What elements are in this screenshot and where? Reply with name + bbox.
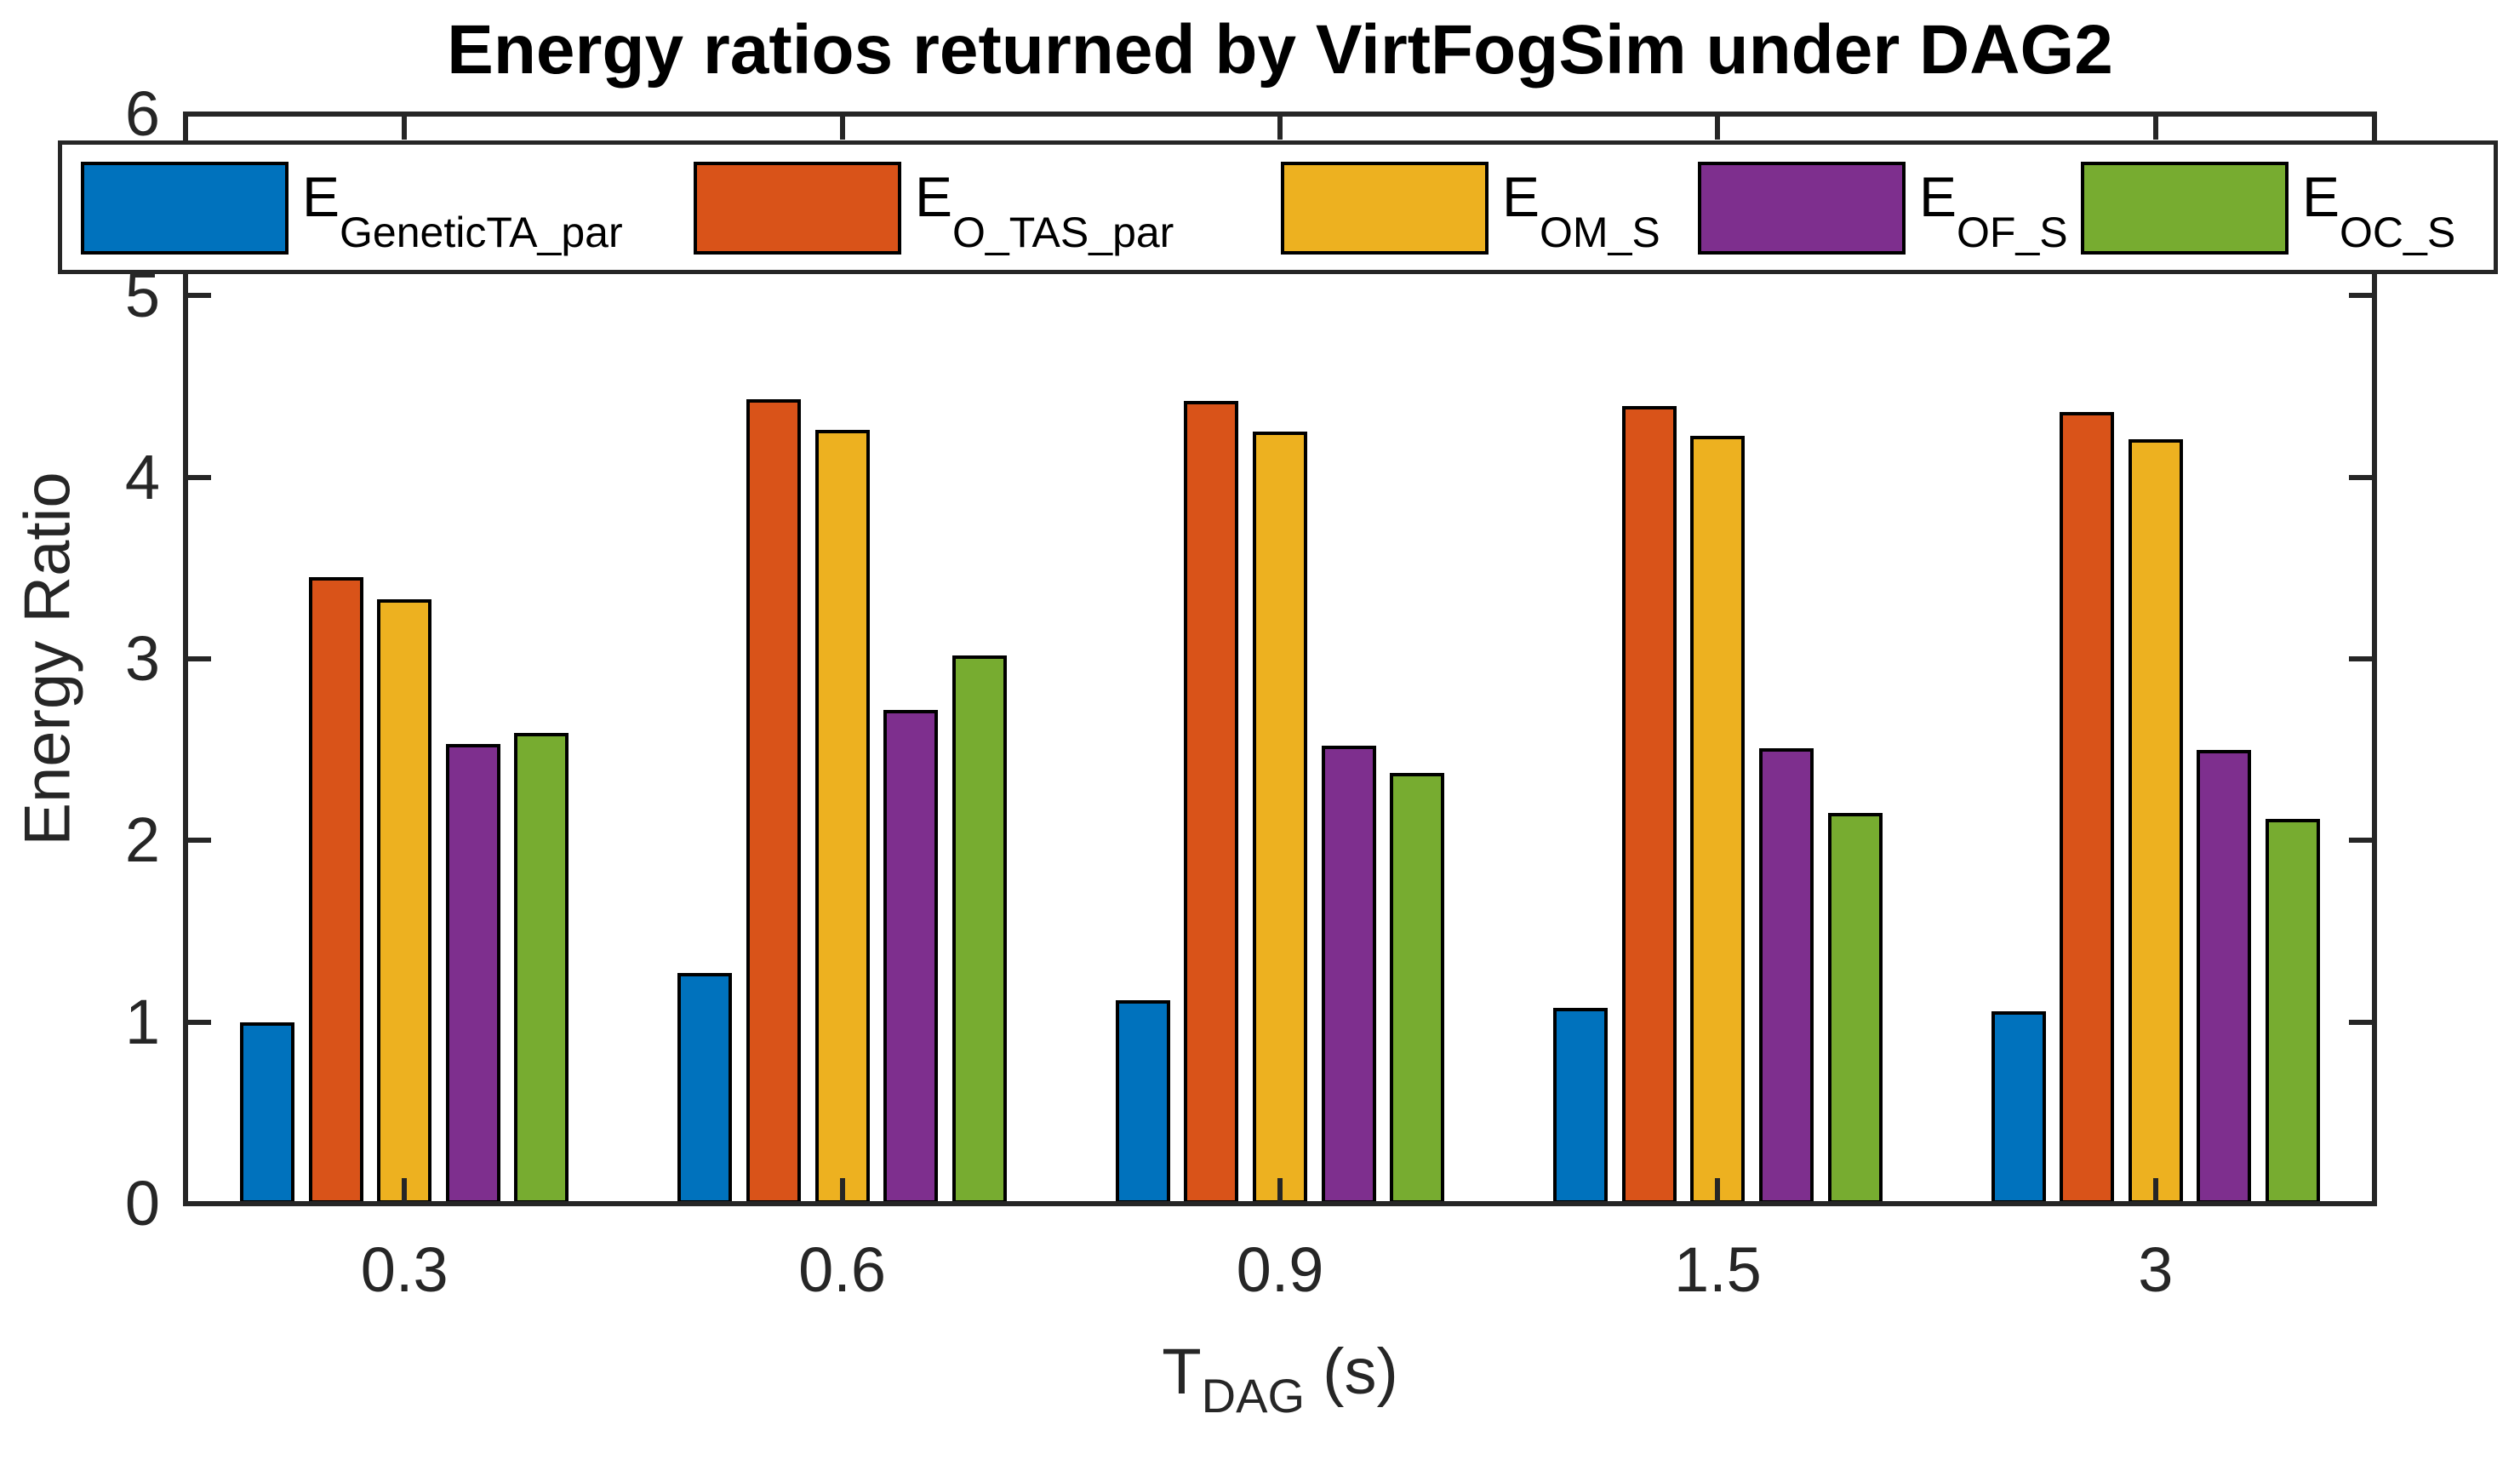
y-tick-label-4: 4 bbox=[124, 441, 160, 512]
bar-E_OM_S-0.9 bbox=[1253, 432, 1307, 1204]
y-tick-right-4 bbox=[2349, 474, 2374, 480]
legend-label-E_OM_S: EOM_S bbox=[1502, 165, 1660, 256]
bar-E_OM_S-0.3 bbox=[377, 598, 432, 1204]
bar-E_O_TAS_par-1.5 bbox=[1621, 406, 1677, 1204]
bar-E_O_TAS_par-3 bbox=[2060, 411, 2115, 1204]
x-tick-bottom-1.5 bbox=[1715, 1178, 1721, 1204]
x-tick-top-3 bbox=[2152, 114, 2158, 140]
legend-label-E_GeneticTA_par: EGeneticTA_par bbox=[302, 165, 623, 256]
y-tick-label-0: 0 bbox=[124, 1168, 160, 1239]
bar-E_OC_S-0.3 bbox=[514, 733, 569, 1204]
bar-E_GeneticTA_par-0.9 bbox=[1115, 1000, 1170, 1204]
bar-E_OM_S-0.6 bbox=[814, 430, 870, 1204]
x-tick-bottom-3 bbox=[2152, 1178, 2158, 1204]
bar-E_OF_S-1.5 bbox=[1759, 747, 1814, 1204]
x-tick-bottom-0.9 bbox=[1277, 1178, 1283, 1204]
x-tick-top-0.9 bbox=[1277, 114, 1283, 140]
bar-E_OC_S-1.5 bbox=[1827, 813, 1883, 1204]
bar-E_OC_S-0.6 bbox=[951, 655, 1007, 1204]
legend: EGeneticTA_par EO_TAS_par EOM_S EOF_S EOC_S bbox=[58, 140, 2498, 274]
legend-swatch-E_OC_S bbox=[2081, 162, 2289, 255]
legend-swatch-E_OM_S bbox=[1281, 162, 1489, 255]
y-tick-label-2: 2 bbox=[124, 804, 160, 876]
x-axis-label-unit: (s) bbox=[1305, 1336, 1398, 1408]
y-tick-left-2 bbox=[186, 838, 211, 844]
bar-E_GeneticTA_par-0.3 bbox=[240, 1021, 294, 1204]
bar-E_OM_S-3 bbox=[2128, 438, 2183, 1204]
bar-E_GeneticTA_par-1.5 bbox=[1553, 1007, 1609, 1204]
bar-E_OC_S-0.9 bbox=[1390, 773, 1445, 1204]
bar-E_OF_S-0.3 bbox=[445, 744, 500, 1204]
y-axis-label: Energy Ratio bbox=[11, 472, 84, 846]
x-axis-label: TDAG (s) bbox=[186, 1335, 2374, 1422]
y-tick-right-3 bbox=[2349, 656, 2374, 661]
y-tick-left-4 bbox=[186, 474, 211, 480]
bar-E_OM_S-1.5 bbox=[1690, 435, 1746, 1204]
bar-E_OF_S-0.6 bbox=[883, 709, 939, 1204]
y-tick-label-5: 5 bbox=[124, 260, 160, 331]
x-axis-label-subscript: DAG bbox=[1201, 1369, 1306, 1422]
x-tick-bottom-0.6 bbox=[839, 1178, 845, 1204]
y-tick-right-5 bbox=[2349, 293, 2374, 299]
legend-swatch-E_OF_S bbox=[1698, 162, 1906, 255]
bar-E_O_TAS_par-0.3 bbox=[308, 577, 363, 1204]
legend-label-E_O_TAS_par: EO_TAS_par bbox=[915, 165, 1174, 256]
bar-E_OF_S-3 bbox=[2197, 749, 2252, 1204]
x-axis-label-main: T bbox=[1162, 1336, 1202, 1408]
bar-E_OC_S-3 bbox=[2266, 818, 2320, 1204]
x-tick-bottom-0.3 bbox=[402, 1178, 408, 1204]
y-tick-left-1 bbox=[186, 1019, 211, 1025]
x-tick-label-0.9: 0.9 bbox=[1236, 1234, 1324, 1305]
y-tick-left-5 bbox=[186, 293, 211, 299]
bar-E_O_TAS_par-0.6 bbox=[746, 398, 801, 1204]
y-tick-right-1 bbox=[2349, 1019, 2374, 1025]
y-tick-right-2 bbox=[2349, 838, 2374, 844]
bar-E_GeneticTA_par-3 bbox=[1991, 1010, 2046, 1204]
y-tick-label-1: 1 bbox=[124, 986, 160, 1057]
x-tick-label-3: 3 bbox=[2138, 1234, 2174, 1305]
x-tick-label-0.6: 0.6 bbox=[798, 1234, 887, 1305]
x-tick-label-1.5: 1.5 bbox=[1673, 1234, 1762, 1305]
bar-E_OF_S-0.9 bbox=[1321, 746, 1376, 1204]
x-tick-top-0.6 bbox=[839, 114, 845, 140]
legend-label-E_OC_S: EOC_S bbox=[2302, 165, 2456, 256]
y-tick-label-6: 6 bbox=[124, 78, 160, 149]
legend-label-E_OF_S: EOF_S bbox=[1919, 165, 2068, 256]
x-tick-label-0.3: 0.3 bbox=[360, 1234, 449, 1305]
legend-swatch-E_GeneticTA_par bbox=[81, 162, 289, 255]
bar-E_O_TAS_par-0.9 bbox=[1184, 401, 1239, 1204]
x-tick-top-1.5 bbox=[1715, 114, 1721, 140]
y-tick-label-3: 3 bbox=[124, 623, 160, 694]
legend-swatch-E_O_TAS_par bbox=[694, 162, 901, 255]
bar-E_GeneticTA_par-0.6 bbox=[677, 973, 733, 1204]
y-tick-left-3 bbox=[186, 656, 211, 661]
chart-title: Energy ratios returned by VirtFogSim und… bbox=[447, 11, 2113, 89]
x-tick-top-0.3 bbox=[402, 114, 408, 140]
